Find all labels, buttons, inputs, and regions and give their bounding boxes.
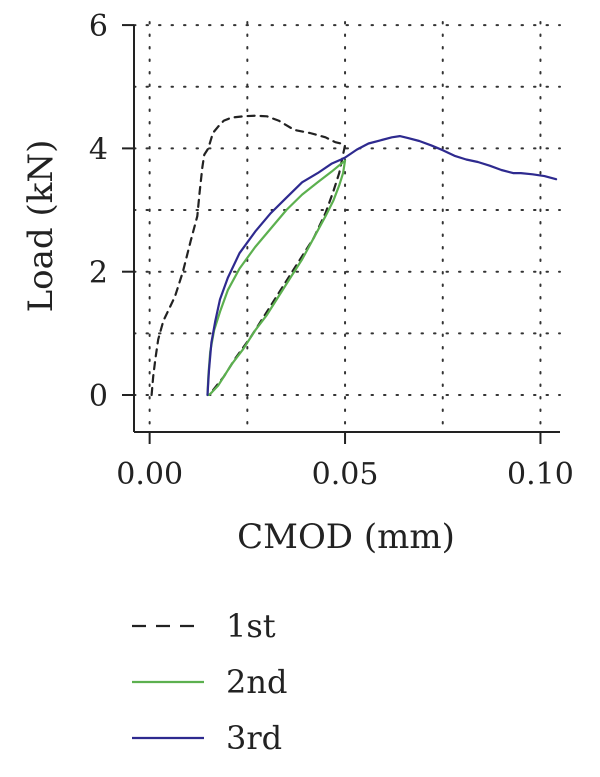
y-tick-label: 2 xyxy=(89,256,108,291)
x-tick-label: 0.05 xyxy=(312,457,379,492)
tick-labels: 0 2 4 6 0.00 0.05 0.10 xyxy=(89,9,574,492)
legend-label-1st: 1st xyxy=(226,607,276,645)
x-axis-title: CMOD (mm) xyxy=(237,517,455,557)
y-tick-label: 4 xyxy=(89,132,108,167)
series-line-1st xyxy=(150,114,347,397)
legend: 1st 2nd 3rd xyxy=(132,607,287,757)
y-tick-label: 6 xyxy=(89,9,108,44)
series-lines xyxy=(150,114,558,397)
series-line-3rd xyxy=(206,135,558,397)
axes xyxy=(122,24,560,444)
x-tick-label: 0.10 xyxy=(507,457,574,492)
grid xyxy=(133,21,561,433)
series-line-2nd xyxy=(206,159,347,397)
y-axis-title: Load (kN) xyxy=(21,140,61,313)
legend-label-3rd: 3rd xyxy=(226,719,282,757)
legend-label-2nd: 2nd xyxy=(226,663,287,701)
x-tick-label: 0.00 xyxy=(116,457,183,492)
y-tick-label: 0 xyxy=(89,379,108,414)
